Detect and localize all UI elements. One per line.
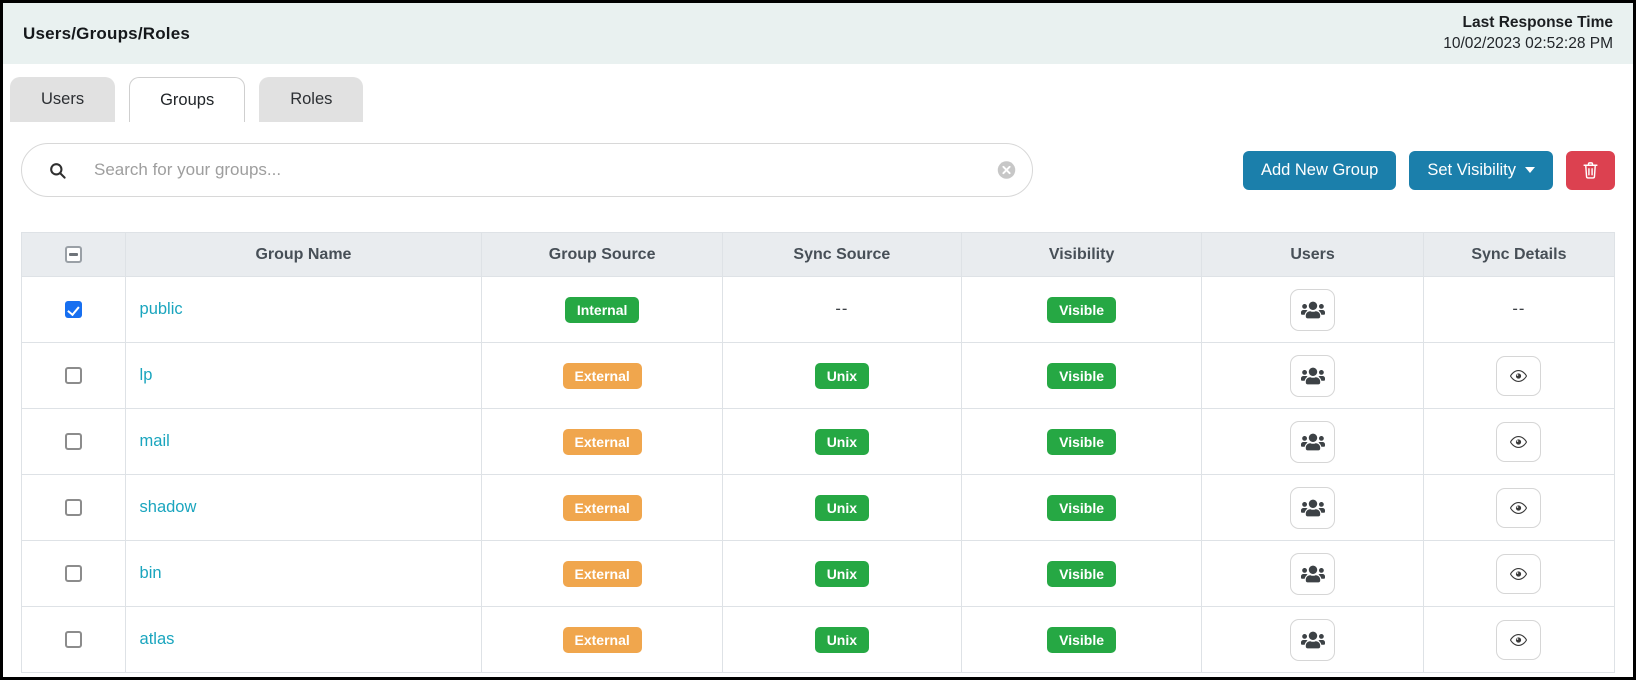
sync-source-badge: Unix [814,428,870,455]
last-response-time-value: 10/02/2023 02:52:28 PM [1443,34,1613,52]
page-header: Users/Groups/Roles Last Response Time 10… [3,3,1633,64]
row-checkbox[interactable] [64,565,82,583]
group-name-link[interactable]: lp [139,366,153,384]
eye-icon [1507,631,1530,649]
group-users-button[interactable] [1290,420,1336,463]
table-header-row: Group Name Group Source Sync Source Visi… [21,232,1616,277]
visibility-badge: Visible [1047,362,1117,389]
eye-icon [1507,367,1530,385]
delete-groups-button[interactable] [1566,150,1615,190]
visibility-badge: Visible [1047,560,1117,587]
group-source-badge: External [562,626,642,653]
row-checkbox[interactable] [64,433,82,451]
groups-table-wrap: Group Name Group Source Sync Source Visi… [21,232,1616,673]
toolbar-buttons: Add New Group Set Visibility [1242,150,1615,190]
last-response-time-label: Last Response Time [1462,13,1613,31]
set-visibility-label: Set Visibility [1427,160,1516,179]
group-users-button[interactable] [1290,552,1336,595]
sync-source-badge: Unix [814,560,870,587]
group-users-button[interactable] [1290,288,1336,331]
group-name-link[interactable]: atlas [139,630,175,648]
table-row: shadow External Unix Visible [21,474,1616,541]
table-row: bin External Unix Visible [21,540,1616,607]
group-source-badge: External [562,428,642,455]
sync-source-badge: Unix [814,494,870,521]
sync-details-button[interactable] [1496,421,1542,462]
visibility-badge: Visible [1047,428,1117,455]
table-row: public Internal -- Visible -- [21,276,1616,343]
caret-down-icon [1525,167,1535,173]
add-new-group-button[interactable]: Add New Group [1242,150,1397,190]
users-icon [1300,630,1325,650]
row-checkbox[interactable] [64,367,82,385]
sync-details-empty: -- [1512,300,1526,318]
group-users-button[interactable] [1290,354,1336,397]
visibility-badge: Visible [1047,626,1117,653]
visibility-badge: Visible [1047,296,1117,323]
group-search [21,143,1033,197]
sync-source-badge: Unix [814,626,870,653]
users-icon [1300,366,1325,386]
group-users-button[interactable] [1290,618,1336,661]
users-icon [1300,432,1325,452]
row-checkbox[interactable] [64,301,82,319]
eye-icon [1507,499,1530,517]
toolbar: Add New Group Set Visibility [21,143,1615,197]
group-source-badge: Internal [564,296,640,323]
column-sync-source: Sync Source [721,232,962,277]
tab-groups[interactable]: Groups [129,77,246,122]
eye-icon [1507,565,1530,583]
row-checkbox[interactable] [64,631,82,649]
group-source-badge: External [562,560,642,587]
table-row: mail External Unix Visible [21,408,1616,475]
column-sync-details: Sync Details [1422,232,1616,277]
sync-details-button[interactable] [1496,487,1542,528]
select-all-checkbox[interactable] [64,245,82,263]
column-group-source: Group Source [481,232,723,277]
sync-source-empty: -- [835,300,849,318]
users-icon [1300,498,1325,518]
groups-table: Group Name Group Source Sync Source Visi… [21,232,1616,673]
group-name-link[interactable]: shadow [139,498,197,516]
column-users: Users [1201,232,1424,277]
sync-details-button[interactable] [1496,355,1542,396]
users-icon [1300,300,1325,320]
page-title: Users/Groups/Roles [23,23,191,43]
sync-details-button[interactable] [1496,553,1542,594]
groups-table-body: public Internal -- Visible -- [21,276,1616,673]
group-name-link[interactable]: public [139,300,183,318]
trash-icon [1581,160,1600,180]
search-icon [48,161,67,180]
tab-users[interactable]: Users [10,77,116,122]
column-group-name: Group Name [124,232,483,277]
search-clear-button[interactable] [996,160,1017,181]
search-input[interactable] [94,160,984,180]
group-source-badge: External [562,362,642,389]
group-name-link[interactable]: mail [139,432,170,450]
set-visibility-dropdown[interactable]: Set Visibility [1409,150,1553,190]
table-row: atlas External Unix Visible [21,606,1616,673]
tab-bar: Users Groups Roles [10,77,1633,122]
group-source-badge: External [562,494,642,521]
column-select-all [21,232,126,277]
sync-details-button[interactable] [1496,619,1542,660]
users-icon [1300,564,1325,584]
group-users-button[interactable] [1290,486,1336,529]
last-response-time: Last Response Time 10/02/2023 02:52:28 P… [1443,13,1613,55]
visibility-badge: Visible [1047,494,1117,521]
group-name-link[interactable]: bin [139,564,162,582]
sync-source-badge: Unix [814,362,870,389]
row-checkbox[interactable] [64,499,82,517]
circle-x-icon [996,160,1017,181]
eye-icon [1507,433,1530,451]
column-visibility: Visibility [960,232,1203,277]
tab-roles[interactable]: Roles [259,77,364,122]
table-row: lp External Unix Visible [21,342,1616,409]
